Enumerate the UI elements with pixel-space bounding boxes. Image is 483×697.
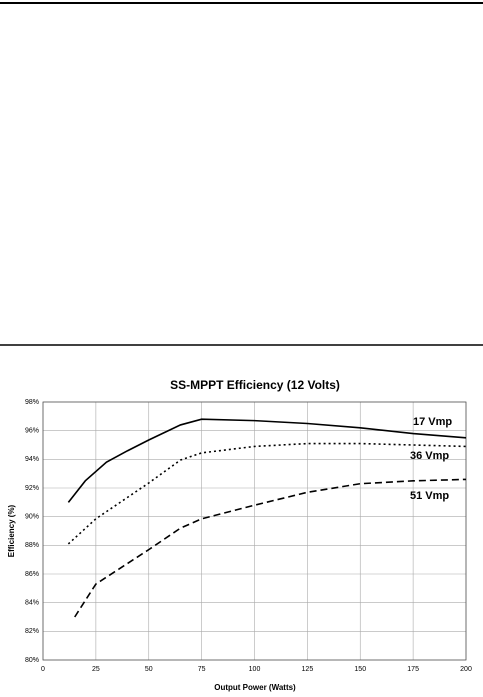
x-tick-label: 150	[354, 666, 366, 673]
y-tick-label: 96%	[25, 428, 39, 435]
series-label: 51 Vmp	[410, 490, 449, 502]
x-tick-label: 125	[302, 666, 314, 673]
y-tick-label: 82%	[25, 628, 39, 635]
y-tick-label: 98%	[25, 399, 39, 406]
series-line	[67, 418, 467, 503]
y-tick-label: 86%	[25, 571, 39, 578]
plot-frame	[42, 401, 467, 661]
y-tick-label: 84%	[25, 600, 39, 607]
chart-title: SS-MPPT Efficiency (12 Volts)	[170, 378, 340, 392]
x-tick-label: 100	[249, 666, 261, 673]
y-axis-label: Efficiency (%)	[7, 504, 16, 557]
series-line	[74, 478, 467, 618]
x-tick-label: 25	[92, 666, 100, 673]
y-tick-label: 90%	[25, 514, 39, 521]
y-tick-label: 80%	[25, 657, 39, 664]
y-tick-label: 94%	[25, 456, 39, 463]
x-tick-label: 200	[460, 666, 472, 673]
x-tick-label: 175	[407, 666, 419, 673]
y-tick-label: 92%	[25, 485, 39, 492]
series-line	[67, 442, 467, 545]
x-axis-label: Output Power (Watts)	[214, 683, 296, 692]
series-label: 36 Vmp	[410, 450, 449, 462]
x-tick-label: 50	[145, 666, 153, 673]
y-tick-label: 88%	[25, 542, 39, 549]
series-label: 17 Vmp	[413, 416, 452, 428]
x-tick-label: 0	[41, 666, 45, 673]
x-tick-label: 75	[198, 666, 206, 673]
